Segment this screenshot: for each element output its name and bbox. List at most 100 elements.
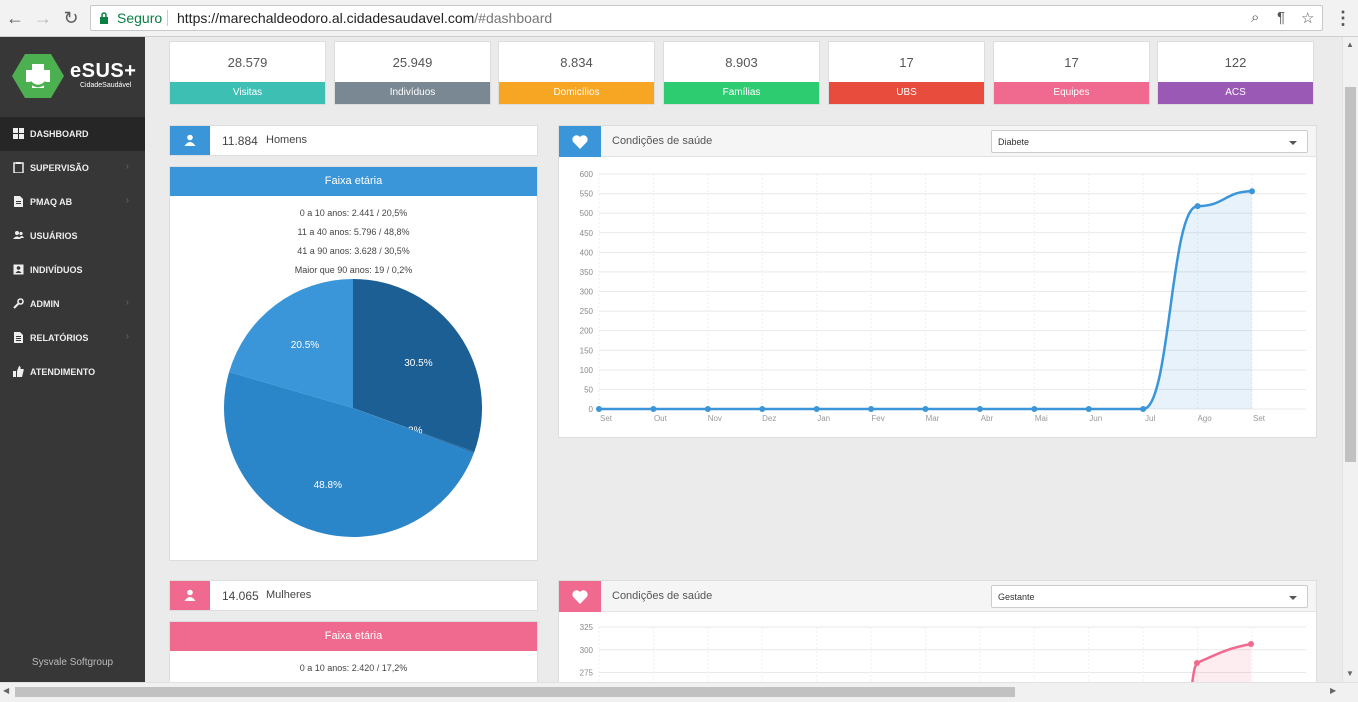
sidebar-item-dashboard[interactable]: DASHBOARD [0,117,145,151]
condition-select-value: Diabete [998,137,1030,147]
url-path: /#dashboard [474,10,553,26]
logo[interactable]: eSUS+ CidadeSaudável [0,37,145,117]
user-icon [184,589,196,601]
men-age-pie-chart[interactable]: 30.5%0.2%48.8%20.5% [170,279,537,559]
bookmark-star-icon[interactable]: ☆ [1301,10,1315,27]
stat-card-acs[interactable]: 122 ACS [1157,41,1314,105]
sidebar-item-supervisao[interactable]: SUPERVISÃO › [0,151,145,185]
y-tick-label: 550 [580,190,594,199]
sidebar-item-individuos[interactable]: INDIVÍDUOS [0,253,145,287]
women-age-header: Faixa etária [170,622,537,651]
chart-title: Condições de saúde [612,590,713,602]
y-tick-label: 150 [580,346,594,355]
y-tick-label: 250 [580,307,594,316]
y-tick-label: 350 [580,268,594,277]
stat-label: Famílias [664,82,819,104]
stat-value: 8.903 [725,55,758,70]
sidebar-item-pmaq-ab[interactable]: PMAQ AB › [0,185,145,219]
series-line [599,189,1253,411]
heart-icon [572,590,588,604]
vertical-scrollbar[interactable]: ▲ ▼ [1342,37,1358,682]
data-point [596,406,602,412]
stat-card-individuos[interactable]: 25.949 Indivíduos [334,41,491,105]
men-age-line: Maior que 90 anos: 19 / 0,2% [294,265,413,275]
stat-card-ubs[interactable]: 17 UBS [828,41,985,105]
sidebar-item-usuarios[interactable]: USUÁRIOS [0,219,145,253]
men-age-line: 0 a 10 anos: 2.441 / 20,5% [299,208,408,218]
x-tick-label: Mai [1035,414,1048,423]
scroll-right-icon[interactable]: ▶ [1330,686,1337,695]
data-point [922,406,929,412]
heart-icon-box [559,126,601,157]
x-tick-label: Jan [817,414,830,423]
data-point [1194,660,1200,666]
horizontal-scrollbar[interactable]: ◀ ▶ [0,682,1358,702]
reload-icon[interactable]: ↻ [63,8,79,28]
chevron-right-icon: › [125,195,129,206]
x-tick-label: Set [1253,414,1266,423]
sidebar-item-relatorios[interactable]: RELATÓRIOS › [0,321,145,355]
browser-menu-icon[interactable]: ⋮ [1334,8,1352,28]
url-text[interactable]: https://marechaldeodoro.al.cidadesaudave… [177,10,552,26]
logo-hex-icon [12,54,64,98]
pie-label: 20.5% [291,340,319,351]
condition-select[interactable]: Gestante [991,585,1308,608]
scroll-down-icon[interactable]: ▼ [1346,669,1354,678]
caret-down-icon [1289,141,1297,145]
y-tick-label: 100 [580,366,594,375]
stat-label: Equipes [994,82,1149,104]
stat-card-visitas[interactable]: 28.579 Visitas [169,41,326,105]
scroll-up-icon[interactable]: ▲ [1346,40,1354,49]
sidebar-item-label: INDIVÍDUOS [30,265,83,275]
chevron-right-icon: › [125,297,129,308]
y-tick-label: 325 [580,623,594,632]
data-point [1031,406,1038,412]
data-point [759,406,766,412]
sidebar-item-atendimento[interactable]: ATENDIMENTO [0,355,145,389]
stat-value: 28.579 [227,55,268,70]
stat-card-equipes[interactable]: 17 Equipes [993,41,1150,105]
sidebar-item-label: USUÁRIOS [30,231,78,241]
document-icon [14,196,23,207]
users-icon [13,231,24,239]
heart-icon-box [559,581,601,612]
back-icon[interactable]: ← [6,8,24,28]
data-point [1085,406,1092,412]
dashboard-icon [13,128,24,139]
women-age-panel: Faixa etária 0 a 10 anos: 2.420 / 17,2% [169,621,538,682]
men-count-bar: 11.884 Homens [169,125,538,156]
sidebar-item-admin[interactable]: ADMIN › [0,287,145,321]
area-fill [1192,644,1251,682]
horizontal-scroll-thumb[interactable] [15,687,1015,697]
stat-card-familias[interactable]: 8.903 Famílias [663,41,820,105]
y-tick-label: 450 [580,229,594,238]
address-bar[interactable]: Seguro https://marechaldeodoro.al.cidade… [90,5,1323,31]
x-tick-label: Out [654,414,668,423]
stat-card-domicilios[interactable]: 8.834 Domicílios [498,41,655,105]
x-tick-label: Jul [1145,414,1155,423]
diabete-area-chart[interactable]: 0 50 100 150 200 250 300 350 400 450 500 550 600 Set O… [559,158,1316,438]
wrench-icon [13,298,24,309]
stat-label: Indivíduos [335,82,490,104]
condition-select[interactable]: Diabete [991,130,1308,153]
forward-icon[interactable]: → [34,8,52,28]
chevron-right-icon: › [125,161,129,172]
report-icon [14,332,23,343]
data-point [704,406,711,412]
y-tick-label: 0 [589,405,594,414]
y-tick-label: 300 [580,646,594,655]
dashboard-main: 28.579 Visitas 25.949 Indivíduos 8.834 D… [145,37,1342,682]
scroll-left-icon[interactable]: ◀ [3,686,10,695]
gestante-area-chart[interactable]: 275 300 325 [559,613,1316,682]
x-tick-label: Mar [926,414,940,423]
stat-value: 122 [1224,55,1247,70]
clipboard-icon [13,162,24,173]
stat-value: 17 [1064,55,1079,70]
x-tick-label: Ago [1197,414,1212,423]
caret-down-icon [1289,596,1297,600]
extension-icon[interactable]: ¶ [1277,9,1286,26]
vertical-scroll-thumb[interactable] [1345,87,1356,462]
zoom-icon[interactable]: ⌕ [1251,9,1260,26]
lock-icon [100,12,108,24]
sidebar-item-label: DASHBOARD [30,129,89,139]
